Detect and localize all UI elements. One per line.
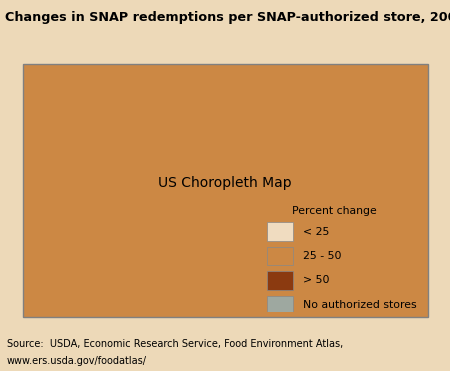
- Bar: [267, 247, 293, 266]
- Text: 25 - 50: 25 - 50: [303, 251, 342, 261]
- Text: Source:  USDA, Economic Research Service, Food Environment Atlas,: Source: USDA, Economic Research Service,…: [7, 339, 343, 349]
- Bar: [267, 222, 293, 241]
- Text: < 25: < 25: [303, 227, 330, 236]
- Text: Percent change: Percent change: [292, 206, 377, 216]
- Bar: [267, 271, 293, 290]
- Text: Changes in SNAP redemptions per SNAP-authorized store, 2008-09: Changes in SNAP redemptions per SNAP-aut…: [5, 10, 450, 24]
- FancyBboxPatch shape: [22, 64, 427, 317]
- Text: > 50: > 50: [303, 276, 330, 285]
- Bar: [267, 295, 293, 315]
- Text: www.ers.usda.gov/foodatlas/: www.ers.usda.gov/foodatlas/: [7, 356, 147, 366]
- Text: US Choropleth Map: US Choropleth Map: [158, 176, 292, 190]
- Text: No authorized stores: No authorized stores: [303, 300, 417, 310]
